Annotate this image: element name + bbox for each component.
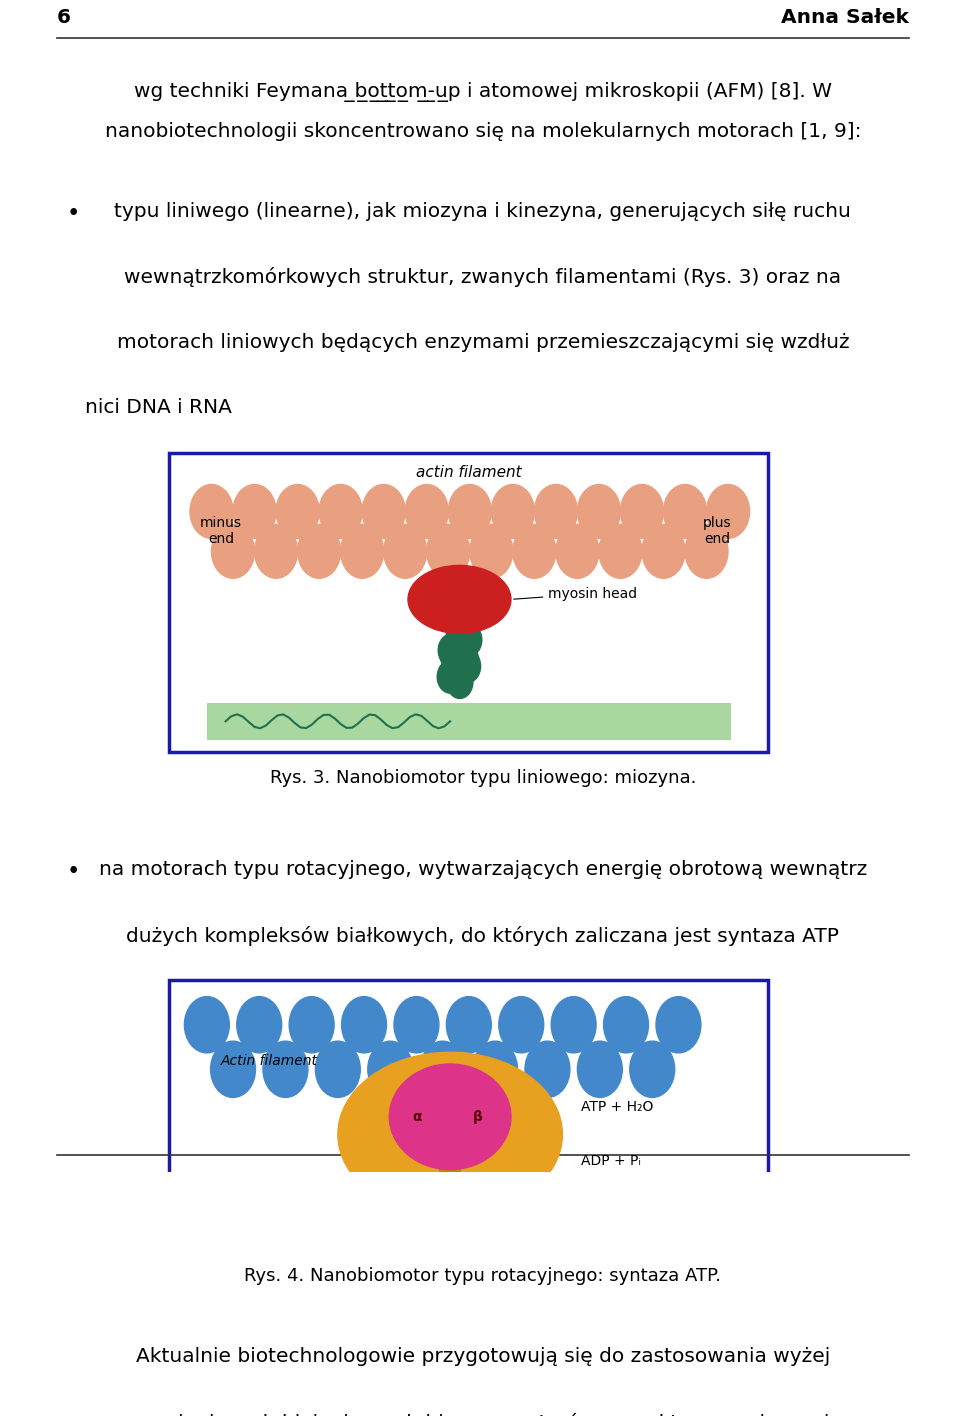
Text: α: α [413, 1110, 422, 1124]
Circle shape [535, 484, 577, 538]
Circle shape [254, 524, 298, 578]
Text: typu liniwego (linearne), jak miozyna i kinezyna, generujących siłę ruchu: typu liniwego (linearne), jak miozyna i … [114, 202, 852, 221]
Text: dużych kompleksów białkowych, do których zaliczana jest syntaza ATP: dużych kompleksów białkowych, do których… [127, 926, 839, 946]
Circle shape [663, 484, 707, 538]
Circle shape [499, 997, 543, 1054]
Circle shape [394, 997, 439, 1054]
Text: plus
end: plus end [703, 517, 732, 547]
Circle shape [525, 1041, 570, 1097]
FancyBboxPatch shape [169, 453, 768, 752]
Circle shape [427, 524, 469, 578]
Text: •: • [66, 202, 80, 225]
Circle shape [448, 484, 492, 538]
Circle shape [233, 484, 276, 538]
Circle shape [298, 524, 341, 578]
Circle shape [276, 484, 319, 538]
Ellipse shape [408, 565, 511, 633]
Circle shape [437, 660, 464, 694]
Circle shape [551, 997, 596, 1054]
Circle shape [405, 484, 448, 538]
Text: motorach liniowych będących enzymami przemieszczającymi się wzdłuż: motorach liniowych będących enzymami prz… [116, 333, 850, 351]
Circle shape [492, 484, 535, 538]
Text: ADP + Pᵢ: ADP + Pᵢ [581, 1154, 641, 1168]
Circle shape [316, 1041, 360, 1097]
Circle shape [263, 1041, 308, 1097]
Circle shape [630, 1041, 675, 1097]
Circle shape [190, 484, 233, 538]
Text: •: • [66, 861, 80, 884]
Circle shape [556, 524, 599, 578]
Circle shape [341, 524, 384, 578]
Text: actin filament: actin filament [416, 464, 521, 480]
Circle shape [446, 619, 472, 651]
Text: na motorach typu rotacyjnego, wytwarzających energię obrotową wewnątrz: na motorach typu rotacyjnego, wytwarzają… [99, 861, 867, 879]
Circle shape [319, 484, 362, 538]
Circle shape [446, 997, 492, 1054]
Circle shape [362, 484, 405, 538]
Circle shape [577, 484, 620, 538]
FancyBboxPatch shape [169, 980, 768, 1250]
Circle shape [599, 524, 642, 578]
Circle shape [420, 1041, 465, 1097]
Circle shape [472, 1041, 517, 1097]
Circle shape [656, 997, 701, 1054]
Ellipse shape [338, 1052, 563, 1216]
Text: Anna Sałek: Anna Sałek [780, 8, 909, 27]
Circle shape [452, 644, 479, 677]
FancyBboxPatch shape [439, 1165, 462, 1236]
Text: ATP + H₂O: ATP + H₂O [581, 1100, 654, 1114]
Circle shape [620, 484, 663, 538]
FancyBboxPatch shape [206, 702, 731, 741]
Circle shape [513, 524, 556, 578]
Circle shape [456, 623, 482, 656]
Circle shape [211, 524, 254, 578]
Text: Rys. 3. Nanobiomotor typu liniowego: miozyna.: Rys. 3. Nanobiomotor typu liniowego: mio… [270, 769, 696, 787]
Circle shape [342, 997, 387, 1054]
Text: Rys. 4. Nanobiomotor typu rotacyjnego: syntaza ATP.: Rys. 4. Nanobiomotor typu rotacyjnego: s… [245, 1267, 721, 1286]
Text: Aktualnie biotechnologowie przygotowują się do zastosowania wyżej: Aktualnie biotechnologowie przygotowują … [135, 1348, 830, 1366]
Text: nanobiotechnologii skoncentrowano się na molekularnych motorach [1, 9]:: nanobiotechnologii skoncentrowano się na… [105, 122, 861, 142]
Text: nici DNA i RNA: nici DNA i RNA [85, 398, 232, 418]
Circle shape [449, 629, 476, 661]
Circle shape [469, 524, 513, 578]
Text: myosin head: myosin head [514, 586, 637, 600]
Circle shape [384, 524, 427, 578]
Circle shape [438, 634, 465, 667]
Text: wewnątrzkomórkowych struktur, zwanych filamentami (Rys. 3) oraz na: wewnątrzkomórkowych struktur, zwanych fi… [124, 268, 841, 287]
Circle shape [707, 484, 750, 538]
Circle shape [642, 524, 685, 578]
Circle shape [237, 997, 281, 1054]
Text: Actin filament: Actin filament [221, 1054, 318, 1068]
Circle shape [441, 639, 467, 673]
Circle shape [604, 997, 649, 1054]
Circle shape [184, 997, 229, 1054]
Text: wymienionych biologicznych bionanomotorów w praktyce medycznej,: wymienionych biologicznych bionanomotoró… [130, 1413, 836, 1416]
Circle shape [685, 524, 728, 578]
Text: wg techniki Feymana ̲b̲o̲t̲t̲o̲m̲-̲u̲p i atomowej mikroskopii (AFM) [8]. W: wg techniki Feymana ̲b̲o̲t̲t̲o̲m̲-̲u̲p i… [133, 82, 832, 102]
Circle shape [210, 1041, 255, 1097]
FancyBboxPatch shape [206, 1215, 731, 1240]
Text: β: β [473, 1110, 483, 1124]
Text: 6: 6 [57, 8, 71, 27]
Circle shape [454, 650, 481, 683]
Text: minus
end: minus end [200, 517, 242, 547]
Circle shape [577, 1041, 622, 1097]
Circle shape [443, 656, 469, 688]
Circle shape [368, 1041, 413, 1097]
Circle shape [289, 997, 334, 1054]
Ellipse shape [390, 1063, 511, 1170]
Circle shape [446, 666, 473, 698]
